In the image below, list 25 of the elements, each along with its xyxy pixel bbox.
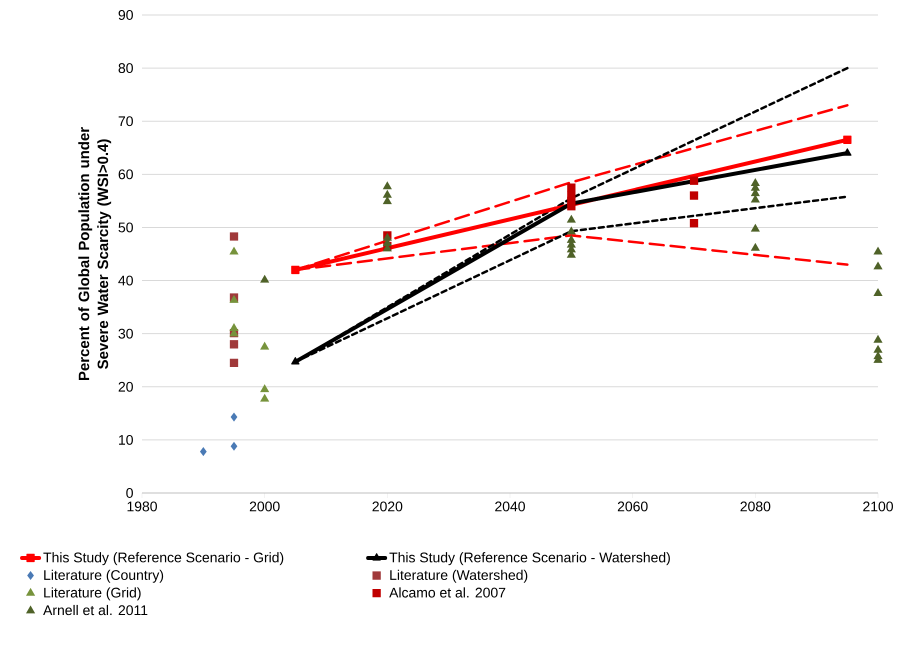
legend-label: Literature (Grid) — [44, 587, 141, 600]
x-tick-label: 2000 — [250, 502, 280, 512]
y-tick-label: 60 — [118, 169, 133, 180]
y-tick-label: 80 — [118, 63, 133, 74]
y-tick-label: 70 — [118, 116, 133, 126]
x-tick-label: 2080 — [740, 502, 770, 512]
x-tick-label: 1980 — [128, 502, 157, 512]
y-tick-label: 30 — [118, 328, 133, 339]
x-tick-label: 2100 — [863, 502, 893, 512]
y-axis-title: Percent of Global Population under Severe Water Scarcity (WSI>0.4) — [78, 127, 112, 380]
y-tick-label: 40 — [118, 276, 133, 286]
x-tick-label: 2020 — [372, 502, 402, 512]
y-tick-label: 10 — [119, 434, 133, 445]
legend-label: Alcamo et al. 2007 — [389, 587, 506, 598]
legend-label: Literature (Country) — [44, 570, 164, 583]
x-tick-label: 2040 — [495, 502, 525, 512]
x-tick-label: 2060 — [618, 502, 648, 512]
legend-label: Arnell et al. 2011 — [43, 604, 148, 616]
y-tick-label: 50 — [118, 222, 133, 232]
y-tick-label: 20 — [118, 382, 133, 392]
y-tick-label: 90 — [118, 10, 133, 20]
legend-label: This Study (Reference Scenario - Watershed) — [389, 552, 670, 566]
legend-label: This Study (Reference Scenario - Grid) — [43, 552, 284, 566]
legend-label: Literature (Watershed) — [390, 570, 528, 583]
y-tick-label: 0 — [126, 488, 133, 498]
